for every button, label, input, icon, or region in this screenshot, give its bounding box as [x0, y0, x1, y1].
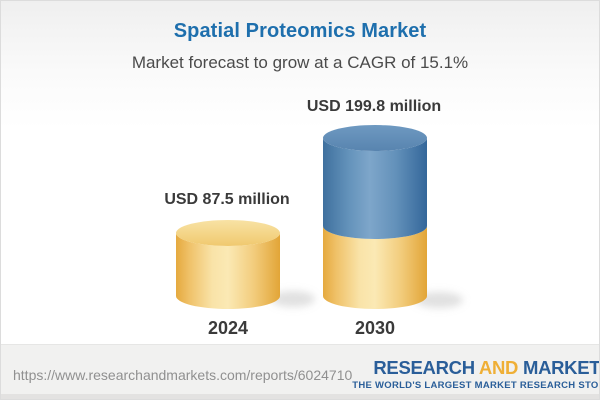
research-and-markets-logo: RESEARCH AND MARKETS THE WORLD'S LARGEST… [352, 357, 600, 391]
bar-2024-body [176, 233, 280, 309]
page-subtitle: Market forecast to grow at a CAGR of 15.… [131, 53, 469, 72]
bar-2024-top [176, 220, 280, 246]
logo-word-and: AND [478, 357, 519, 378]
bar-2024-shadow [271, 291, 315, 307]
bar-2030-base-body [323, 226, 427, 309]
report-url-link[interactable]: https://www.researchandmarkets.com/repor… [13, 366, 353, 383]
logo-word-research: RESEARCH [373, 357, 475, 378]
logo-tagline: THE WORLD'S LARGEST MARKET RESEARCH STOR… [352, 379, 600, 391]
footer: https://www.researchandmarkets.com/repor… [1, 344, 599, 399]
category-label-2030: 2030 [354, 318, 396, 338]
value-label-2030: USD 199.8 million [306, 98, 442, 115]
bar-2030-growth-body [323, 138, 427, 239]
page-title: Spatial Proteomics Market [173, 20, 427, 42]
value-label-2024: USD 87.5 million [164, 191, 290, 208]
logo-word-markets: MARKETS [522, 357, 600, 378]
bar-2030-top [323, 125, 427, 151]
category-label-2024: 2024 [207, 318, 249, 338]
logo-wordmark: RESEARCH AND MARKETS [352, 357, 600, 378]
